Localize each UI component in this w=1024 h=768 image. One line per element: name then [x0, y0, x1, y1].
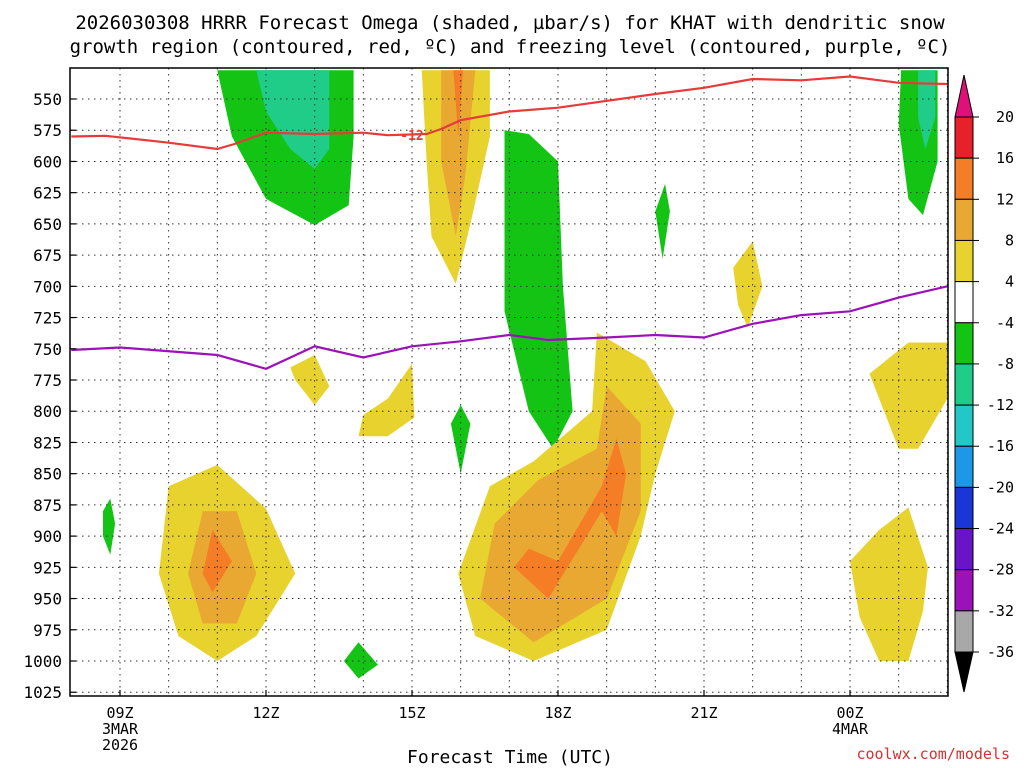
y-tick-label: 550 — [33, 90, 62, 109]
colorbar-label: 12 — [996, 190, 1014, 208]
plot-frame — [69, 67, 949, 697]
y-tick-label: 900 — [33, 527, 62, 546]
y-tick-label: 800 — [33, 402, 62, 421]
colorbar-swatch — [954, 198, 974, 241]
colorbar-swatch — [954, 528, 974, 571]
colorbar-swatch — [954, 157, 974, 200]
x-tick-label: 21Z — [690, 704, 717, 722]
x-tick-label: 09Z — [106, 704, 133, 722]
omega-region-y8 — [358, 363, 415, 437]
colorbar-swatch — [954, 363, 974, 406]
y-tick-label: 600 — [33, 152, 62, 171]
colorbar-label: -4 — [996, 314, 1014, 332]
omega-shaded-regions — [103, 70, 948, 679]
colorbar-swatch — [954, 486, 974, 530]
x-axis-label: Forecast Time (UTC) — [407, 747, 613, 768]
x-tick-label: 4MAR — [832, 720, 869, 738]
omega-region-g6 — [103, 498, 116, 555]
omega-region-g7 — [343, 642, 378, 679]
colorbar-label: -32 — [987, 602, 1014, 620]
x-tick-label: 18Z — [544, 704, 571, 722]
omega-region-y6 — [733, 241, 763, 328]
colorbar-swatch — [954, 239, 974, 283]
y-axis-pressure: 550 575 600 625 650 675 700 725 750 775 800 825 850 8… — [23, 90, 76, 702]
omega-region-o1 — [441, 70, 476, 237]
x-tick-label: 00Z — [836, 704, 863, 722]
omega-region-g4 — [655, 183, 670, 259]
dgz-contour-label: -12 — [400, 129, 423, 144]
colorbar-label: 16 — [996, 149, 1014, 167]
x-tick-label: 3MAR — [102, 720, 139, 738]
omega-region-r3 — [514, 438, 627, 599]
y-tick-label: 575 — [33, 121, 62, 140]
colorbar-legend: 20 16 12 8 4 -4 -8 -12 -16 -20 -24 -28 -32 -36 — [954, 74, 1014, 693]
y-tick-label: 925 — [33, 558, 62, 577]
y-tick-label: 975 — [33, 621, 62, 640]
y-tick-label: 775 — [33, 371, 62, 390]
colorbar-swatch — [954, 322, 974, 365]
y-tick-label: 875 — [33, 496, 62, 515]
y-tick-label: 700 — [33, 277, 62, 296]
omega-region-t1 — [256, 70, 330, 169]
colorbar-label: -36 — [987, 643, 1014, 661]
colorbar-label: -12 — [987, 396, 1014, 414]
colorbar-label: -8 — [996, 355, 1014, 373]
chart-title-line-2: growth region (contoured, red, ºC) and f… — [70, 36, 951, 58]
y-tick-label: 750 — [33, 340, 62, 359]
omega-region-o3 — [480, 386, 641, 643]
colorbar-label: 20 — [996, 108, 1014, 126]
omega-region-t2 — [918, 70, 936, 149]
x-tick-label: 2026 — [102, 736, 138, 754]
y-tick-label: 850 — [33, 465, 62, 484]
y-tick-label: 625 — [33, 184, 62, 203]
y-tick-label: 950 — [33, 590, 62, 609]
y-tick-label: 1000 — [23, 652, 62, 671]
colorbar-swatch — [954, 569, 974, 612]
colorbar-overflow-arrow — [954, 74, 974, 118]
chart-title-line-1: 2026030308 HRRR Forecast Omega (shaded, … — [75, 12, 945, 34]
colorbar-label: -20 — [987, 478, 1014, 496]
freezing-level-line — [71, 285, 948, 370]
credit-url: coolwx.com/models — [856, 745, 1010, 763]
colorbar-label: -28 — [987, 561, 1014, 579]
colorbar-label: 4 — [1005, 273, 1014, 291]
omega-region-y4 — [850, 507, 928, 661]
colorbar-swatch — [954, 445, 974, 488]
y-tick-label: 1025 — [23, 683, 62, 702]
terrain-band — [70, 695, 948, 696]
colorbar-swatch — [954, 404, 974, 447]
omega-region-y5 — [869, 342, 948, 449]
y-tick-label: 725 — [33, 309, 62, 328]
omega-region-g3 — [504, 130, 573, 449]
y-tick-label: 825 — [33, 433, 62, 452]
x-tick-label: 12Z — [252, 704, 279, 722]
colorbar-underflow-arrow — [954, 651, 974, 693]
colorbar-swatch — [954, 610, 974, 653]
dgz-minus12-line — [71, 75, 948, 151]
colorbar-label: 8 — [1005, 231, 1014, 249]
colorbar-label: -24 — [987, 520, 1014, 538]
y-tick-label: 650 — [33, 215, 62, 234]
colorbar-label: -16 — [987, 437, 1014, 455]
colorbar-swatch — [954, 116, 974, 159]
x-tick-label: 15Z — [398, 704, 425, 722]
colorbar-swatch — [954, 281, 974, 324]
plot-gridlines — [70, 68, 948, 696]
y-tick-label: 675 — [33, 246, 62, 265]
omega-region-y7 — [290, 355, 330, 405]
omega-region-g5 — [450, 405, 471, 474]
